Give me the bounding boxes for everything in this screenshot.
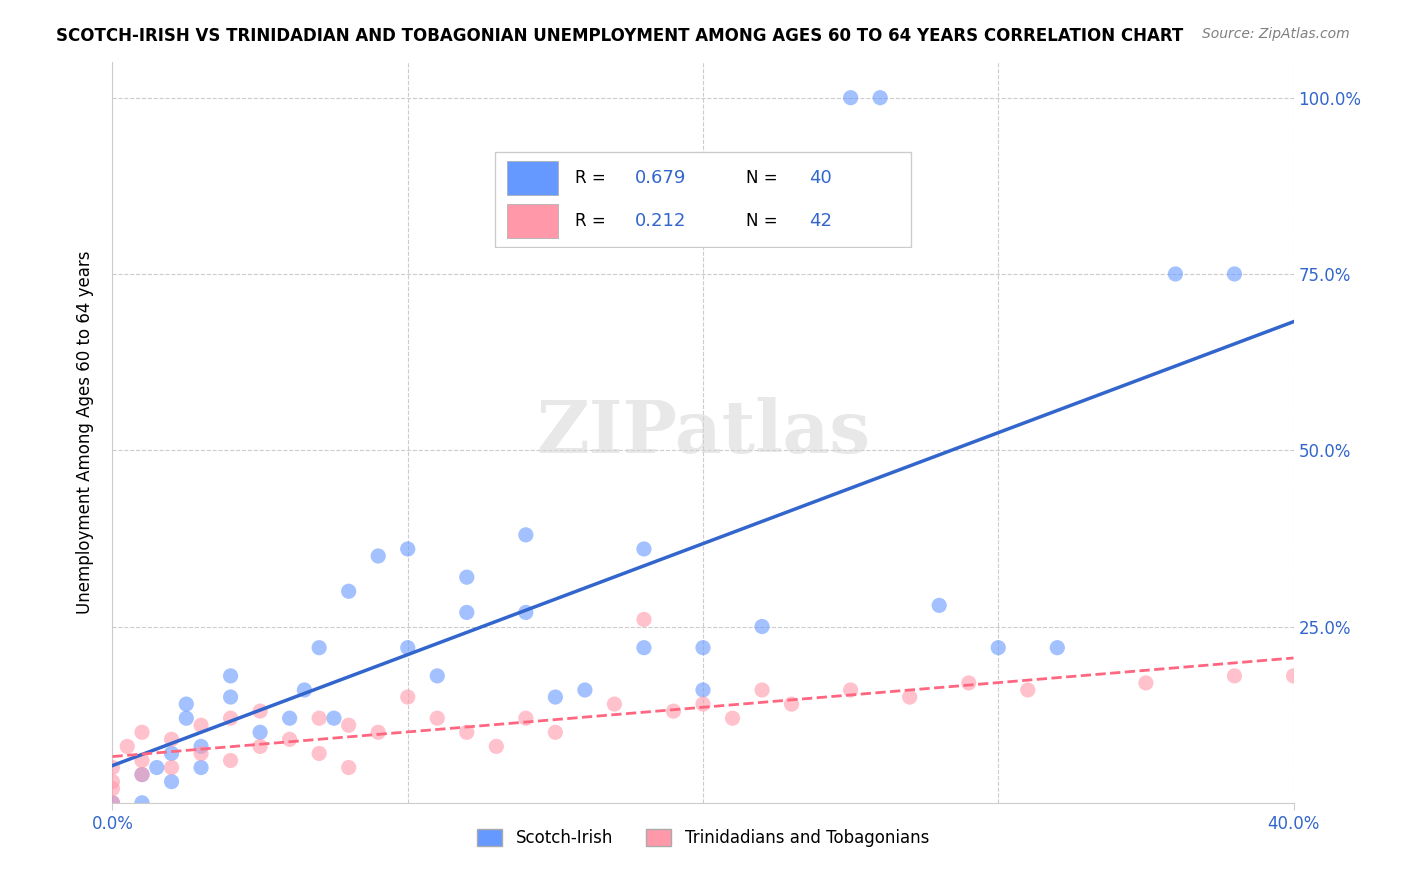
Point [426,669,449,683]
Point [278,732,301,747]
Point [692,697,714,711]
Point [1223,267,1246,281]
Point [456,725,478,739]
Point [190,747,212,761]
Point [101,760,124,774]
Point [456,606,478,620]
Point [308,640,330,655]
Point [751,619,773,633]
Point [898,690,921,704]
Point [515,711,537,725]
Point [515,528,537,542]
Point [751,683,773,698]
Point [219,690,242,704]
Point [396,640,419,655]
Point [869,91,891,105]
Point [780,697,803,711]
Point [190,739,212,754]
Point [396,690,419,704]
Text: ZIPatlas: ZIPatlas [536,397,870,468]
Text: SCOTCH-IRISH VS TRINIDADIAN AND TOBAGONIAN UNEMPLOYMENT AMONG AGES 60 TO 64 YEAR: SCOTCH-IRISH VS TRINIDADIAN AND TOBAGONI… [56,27,1184,45]
Point [928,599,950,613]
Text: Source: ZipAtlas.com: Source: ZipAtlas.com [1202,27,1350,41]
Point [117,739,138,754]
Point [367,549,389,563]
Point [515,606,537,620]
Point [292,683,315,698]
Point [249,725,271,739]
Point [190,718,212,732]
Point [633,541,655,556]
Point [839,683,862,698]
Point [174,697,197,711]
Point [219,669,242,683]
Point [101,796,124,810]
Point [249,739,271,754]
Point [367,725,389,739]
Point [131,767,153,781]
Point [323,711,346,725]
Point [101,796,124,810]
Point [574,683,596,698]
Point [987,640,1010,655]
Point [249,704,271,718]
Point [131,796,153,810]
Point [485,739,508,754]
Point [1164,267,1187,281]
Point [146,760,169,774]
Point [219,754,242,768]
Point [337,584,360,599]
Point [337,760,360,774]
Point [131,767,153,781]
Point [1282,669,1305,683]
Point [633,640,655,655]
Point [101,781,124,796]
Point [101,774,124,789]
Point [692,640,714,655]
Point [308,747,330,761]
Point [160,732,183,747]
Point [692,683,714,698]
Legend: Scotch-Irish, Trinidadians and Tobagonians: Scotch-Irish, Trinidadians and Tobagonia… [471,822,935,854]
Point [1017,683,1039,698]
Point [160,747,183,761]
Point [426,711,449,725]
Y-axis label: Unemployment Among Ages 60 to 64 years: Unemployment Among Ages 60 to 64 years [76,251,94,615]
Point [957,676,980,690]
Point [1223,669,1246,683]
Point [1046,640,1069,655]
Point [839,91,862,105]
Point [633,612,655,626]
Point [544,690,567,704]
Point [131,754,153,768]
Point [190,760,212,774]
Point [456,570,478,584]
Point [721,711,744,725]
Point [308,711,330,725]
Point [160,760,183,774]
Point [278,711,301,725]
Point [603,697,626,711]
Point [544,725,567,739]
Point [219,711,242,725]
Point [174,711,197,725]
Point [1135,676,1157,690]
Point [131,725,153,739]
Point [662,704,685,718]
Point [160,774,183,789]
Point [396,541,419,556]
Point [337,718,360,732]
